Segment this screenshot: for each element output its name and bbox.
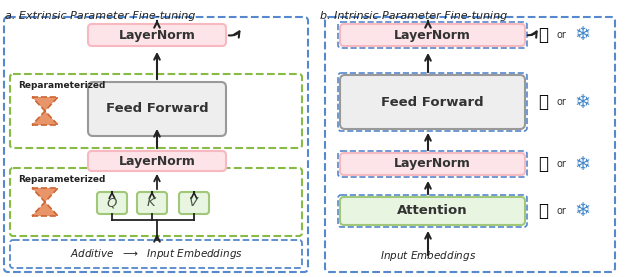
FancyBboxPatch shape: [340, 24, 525, 46]
Text: LayerNorm: LayerNorm: [394, 29, 471, 42]
Text: ❄: ❄: [575, 25, 591, 45]
Text: LayerNorm: LayerNorm: [118, 155, 195, 168]
FancyBboxPatch shape: [340, 197, 525, 225]
FancyBboxPatch shape: [340, 75, 525, 129]
Text: or: or: [556, 97, 566, 107]
Text: Feed Forward: Feed Forward: [381, 96, 484, 109]
Text: 🔥: 🔥: [538, 155, 548, 173]
Text: $\mathit{Q}$: $\mathit{Q}$: [106, 196, 118, 210]
Text: LayerNorm: LayerNorm: [394, 158, 471, 171]
Text: or: or: [556, 206, 566, 216]
Text: LayerNorm: LayerNorm: [118, 29, 195, 42]
FancyBboxPatch shape: [97, 192, 127, 214]
FancyBboxPatch shape: [88, 151, 226, 171]
Text: Reparameterized: Reparameterized: [18, 81, 106, 90]
FancyBboxPatch shape: [88, 82, 226, 136]
Text: a. Extrinsic Parameter Fine-tuning: a. Extrinsic Parameter Fine-tuning: [5, 11, 195, 21]
Text: $\mathit{K}$: $\mathit{K}$: [146, 196, 158, 209]
Text: ❄: ❄: [575, 201, 591, 220]
FancyBboxPatch shape: [340, 153, 525, 175]
FancyBboxPatch shape: [137, 192, 167, 214]
Text: b. Intrinsic Parameter Fine-tuning: b. Intrinsic Parameter Fine-tuning: [320, 11, 508, 21]
Text: $\mathit{Additive}$  $\longrightarrow$  $\mathit{Input\ Embeddings}$: $\mathit{Additive}$ $\longrightarrow$ $\…: [70, 247, 243, 261]
Text: or: or: [556, 159, 566, 169]
Text: $\mathit{Input\ Embeddings}$: $\mathit{Input\ Embeddings}$: [380, 249, 476, 263]
Text: ❄: ❄: [575, 93, 591, 112]
FancyBboxPatch shape: [179, 192, 209, 214]
Polygon shape: [32, 111, 58, 125]
Text: or: or: [556, 30, 566, 40]
Polygon shape: [32, 202, 58, 216]
Text: Reparameterized: Reparameterized: [18, 175, 106, 184]
Text: 🔥: 🔥: [538, 93, 548, 111]
Text: Feed Forward: Feed Forward: [106, 102, 208, 116]
FancyBboxPatch shape: [88, 24, 226, 46]
Polygon shape: [32, 97, 58, 111]
Text: 🔥: 🔥: [538, 202, 548, 220]
Text: 🔥: 🔥: [538, 26, 548, 44]
Text: ❄: ❄: [575, 155, 591, 173]
Text: $\mathit{V}$: $\mathit{V}$: [188, 196, 200, 209]
Text: Attention: Attention: [397, 204, 468, 217]
Polygon shape: [32, 188, 58, 202]
